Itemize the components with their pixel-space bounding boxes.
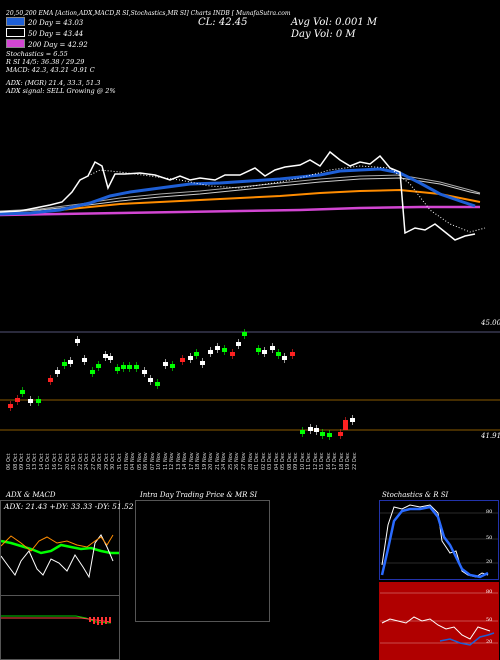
date-label: 24 Oct bbox=[84, 453, 91, 470]
ema-orange-line bbox=[0, 188, 481, 215]
date-label: 31 Oct bbox=[116, 453, 123, 470]
date-label: 08 Dec bbox=[286, 452, 293, 470]
date-label: 11 Dec bbox=[306, 452, 313, 470]
date-label: 20 Oct bbox=[64, 453, 71, 470]
rsi-lines bbox=[380, 592, 498, 646]
date-label: 06 Nov bbox=[143, 452, 150, 470]
date-label: 03 Nov bbox=[123, 452, 130, 470]
date-label: 28 Nov bbox=[247, 452, 254, 470]
stoch-tick-80: 80 bbox=[486, 509, 493, 515]
rsi-tick-50: 50 bbox=[486, 617, 493, 623]
date-label: 06 Oct bbox=[6, 453, 12, 470]
date-label: 14 Oct bbox=[38, 453, 45, 470]
legend-label-50: 50 Day = 43.44 bbox=[28, 30, 84, 38]
rsi-tick-80: 80 bbox=[486, 589, 493, 595]
avg-volume: Avg Vol: 0.001 M bbox=[291, 17, 378, 28]
legend-swatch-50 bbox=[6, 28, 25, 37]
adx-lines bbox=[1, 534, 119, 579]
date-label: 17 Dec bbox=[332, 452, 339, 470]
macd-value: MACD: 42.3, 43.21 -0.91 C bbox=[6, 66, 95, 74]
price-axis-upper: 45.00 bbox=[481, 319, 500, 327]
ema-20-line bbox=[0, 167, 476, 216]
date-label: 17 Nov bbox=[188, 452, 195, 470]
price-line bbox=[0, 150, 476, 241]
date-label: 10 Nov bbox=[156, 452, 163, 470]
legend-50-day: 50 Day = 43.44 bbox=[6, 28, 83, 38]
date-label: 16 Dec bbox=[325, 452, 332, 470]
date-label: 19 Dec bbox=[345, 452, 352, 470]
date-label: 09 Oct bbox=[19, 453, 26, 470]
date-label: 12 Dec bbox=[312, 452, 319, 470]
stochastics-value: Stochastics = 6.55 bbox=[6, 50, 68, 58]
stoch-rsi-title: Stochastics & R SI bbox=[382, 491, 449, 499]
legend-label-200: 200 Day = 42.92 bbox=[28, 41, 88, 49]
intraday-title: Intra Day Trading Price & MR SI bbox=[140, 491, 258, 499]
legend-label-20: 20 Day = 43.03 bbox=[28, 19, 84, 27]
ema-200-line bbox=[0, 205, 480, 217]
date-label: 16 Oct bbox=[51, 453, 58, 470]
date-label: 04 Dec bbox=[273, 452, 280, 470]
date-label: 17 Oct bbox=[58, 453, 65, 470]
ema-chart bbox=[0, 150, 486, 241]
date-label: 24 Nov bbox=[221, 452, 228, 470]
candles bbox=[8, 329, 355, 440]
date-label: 27 Nov bbox=[241, 452, 248, 470]
adx-signal: ADX signal: SELL Growing @ 2% bbox=[6, 87, 116, 95]
date-label: 07 Nov bbox=[149, 452, 156, 470]
date-label: 28 Oct bbox=[97, 453, 104, 470]
date-label: 21 Nov bbox=[214, 452, 221, 470]
date-label: 05 Dec bbox=[280, 452, 287, 470]
adx-panel-values: ADX: 21.43 +DY: 33.33 -DY: 51.52 bbox=[4, 502, 134, 511]
date-label: 26 Nov bbox=[234, 452, 241, 470]
candlestick-chart bbox=[0, 331, 500, 431]
adx-macd-title: ADX & MACD bbox=[6, 491, 56, 499]
date-label: 20 Nov bbox=[208, 452, 215, 470]
date-label: 03 Dec bbox=[267, 452, 274, 470]
date-label: 22 Dec bbox=[352, 452, 358, 470]
stoch-tick-20: 20 bbox=[486, 559, 493, 565]
date-label: 05 Nov bbox=[136, 452, 143, 470]
date-label: 15 Dec bbox=[319, 452, 326, 470]
legend-20-day: 20 Day = 43.03 bbox=[6, 17, 83, 27]
legend-swatch-200 bbox=[6, 39, 25, 48]
date-label: 27 Oct bbox=[90, 453, 97, 470]
date-label: 13 Nov bbox=[175, 452, 182, 470]
date-label: 12 Nov bbox=[169, 452, 176, 470]
date-label: 13 Oct bbox=[32, 453, 39, 470]
rsi-panel: 80 50 20 bbox=[379, 582, 499, 660]
date-label: 10 Dec bbox=[299, 452, 306, 470]
date-label: 04 Nov bbox=[130, 452, 137, 470]
adx-value: ADX: (MGR) 21.4, 33.3, 51.3 bbox=[6, 79, 101, 87]
date-label: 01 Dec bbox=[254, 452, 261, 470]
date-label: 15 Oct bbox=[45, 453, 52, 470]
chart-title: 20,50,200 EMA [Action,ADX,MACD,R SI,Stoc… bbox=[6, 10, 291, 17]
date-label: 30 Oct bbox=[110, 453, 117, 470]
date-label: 14 Nov bbox=[182, 452, 189, 470]
date-label: 08 Oct bbox=[12, 453, 19, 470]
legend-swatch-20 bbox=[6, 17, 25, 26]
intraday-panel bbox=[135, 500, 270, 622]
date-label: 11 Nov bbox=[162, 452, 169, 470]
close-price: CL: 42.45 bbox=[198, 17, 248, 28]
day-volume: Day Vol: 0 M bbox=[291, 29, 356, 40]
adx-panel: ADX: 21.43 +DY: 33.33 -DY: 51.52 bbox=[0, 500, 134, 596]
date-label: 18 Nov bbox=[195, 452, 202, 470]
macd-panel bbox=[0, 595, 120, 660]
macd-lines bbox=[1, 596, 119, 626]
date-label: 09 Dec bbox=[293, 452, 300, 470]
rsi-value: R SI 14/5: 36.38 / 29.29 bbox=[6, 58, 85, 66]
date-label: 21 Oct bbox=[71, 453, 78, 470]
stochastics-lines bbox=[380, 504, 498, 579]
legend-200-day: 200 Day = 42.92 bbox=[6, 39, 88, 49]
stoch-tick-50: 50 bbox=[486, 535, 493, 541]
date-label: 02 Dec bbox=[260, 452, 267, 470]
date-label: 22 Oct bbox=[77, 453, 84, 470]
date-label: 10 Oct bbox=[25, 453, 32, 470]
rsi-tick-20: 20 bbox=[486, 639, 493, 645]
price-axis-lower: 41.91 bbox=[481, 432, 500, 440]
date-label: 19 Nov bbox=[201, 452, 208, 470]
stochastics-panel: 80 50 20 bbox=[379, 500, 499, 580]
